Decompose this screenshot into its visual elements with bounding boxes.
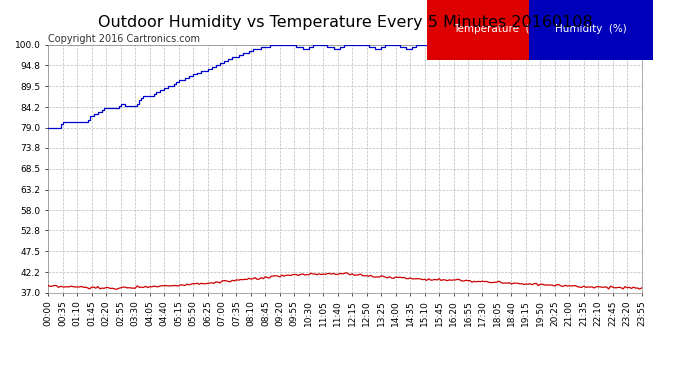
Text: Copyright 2016 Cartronics.com: Copyright 2016 Cartronics.com (48, 34, 200, 44)
Text: Outdoor Humidity vs Temperature Every 5 Minutes 20160108: Outdoor Humidity vs Temperature Every 5 … (97, 15, 593, 30)
Text: Temperature  (°F): Temperature (°F) (453, 24, 545, 34)
Text: Humidity  (%): Humidity (%) (555, 24, 627, 34)
